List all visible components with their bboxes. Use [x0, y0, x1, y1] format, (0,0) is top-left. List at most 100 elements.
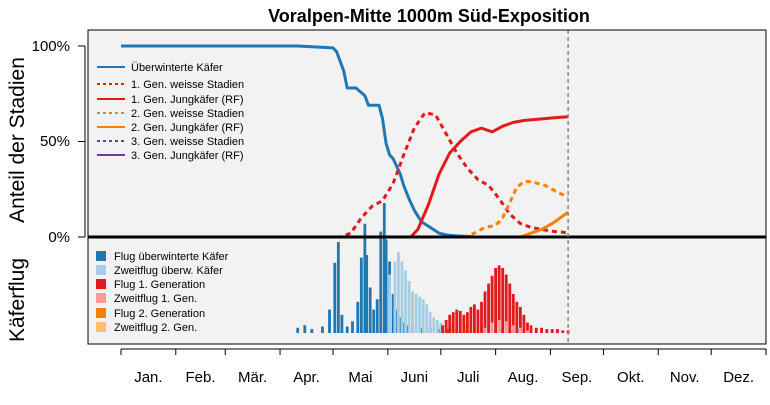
legend-item: Überwinterte Käfer: [97, 62, 223, 74]
flight-bar-0: [375, 299, 379, 333]
flight-bar-1: [517, 329, 521, 333]
flight-bar-1: [418, 296, 422, 333]
x-tick-label: Aug.: [508, 369, 539, 386]
flight-bar-3: [511, 325, 515, 333]
chart-title: Voralpen-Mitte 1000m Süd-Exposition: [268, 6, 590, 26]
flight-bar-0: [382, 203, 386, 333]
flight-bar-0: [402, 322, 406, 333]
flight-bar-1: [464, 326, 468, 333]
y-tick-label: 100%: [32, 38, 70, 55]
flight-bar-0: [379, 231, 383, 333]
flight-bar-0: [296, 327, 300, 333]
x-axis: Jan. Feb. Mär. Apr. Mai Juni Juli Aug. Sep. Okt. N…: [120, 348, 767, 386]
flight-bar-1: [421, 299, 425, 333]
flight-bar-1: [439, 322, 443, 333]
flight-bar-1: [397, 252, 400, 333]
x-tick-label: Sep.: [561, 369, 592, 386]
flight-bar-0: [333, 262, 337, 333]
flight-bar-1: [435, 320, 439, 333]
legend-item: 1. Gen. weisse Stadien: [97, 79, 244, 91]
flight-bar-3: [518, 327, 522, 333]
flight-bar-0: [363, 223, 367, 333]
x-tick-label: Nov.: [670, 369, 700, 386]
legend-item: Flug überwinterte Käfer: [96, 251, 229, 263]
flight-bar-2: [444, 320, 448, 333]
flight-bar-2: [490, 275, 494, 333]
legend-item: Zweitflug überw. Käfer: [96, 265, 223, 277]
flight-bar-2: [545, 329, 549, 333]
flight-bar-0: [368, 287, 372, 333]
legend-item: 1. Gen. Jungkäfer (RF): [97, 94, 244, 106]
y-tick-label: 50%: [40, 133, 70, 150]
flight-bar-2: [494, 268, 498, 333]
y-tick-label: 0%: [48, 229, 70, 246]
flight-bar-2: [458, 310, 462, 333]
flight-bar-2: [462, 314, 466, 333]
x-tick-label: Mär.: [238, 369, 267, 386]
legend-item: 2. Gen. Jungkäfer (RF): [97, 122, 244, 134]
plot-panel: [88, 30, 766, 344]
flight-bar-2: [469, 307, 473, 333]
legend-item: Zweitflug 1. Gen.: [96, 293, 197, 305]
flight-bar-0: [446, 329, 450, 333]
legend-item: Flug 2. Generation: [96, 308, 205, 320]
flight-bar-0: [372, 309, 376, 333]
flight-bar-0: [340, 314, 344, 333]
legend-item: Flug 1. Generation: [96, 279, 205, 291]
flight-bar-2: [501, 268, 505, 333]
flight-bars: [296, 203, 570, 333]
flight-bar-1: [411, 291, 414, 333]
flight-bar-2: [561, 330, 565, 333]
flight-bar-2: [540, 327, 543, 333]
legend-item: 3. Gen. Jungkäfer (RF): [97, 150, 244, 162]
flight-bar-2: [526, 322, 529, 333]
x-tick-label: Mai: [348, 369, 372, 386]
flight-bar-1: [499, 327, 503, 333]
legend-flight: Flug überwinterte Käfer Zweitflug überw.…: [96, 251, 229, 334]
flight-bar-0: [345, 326, 349, 333]
flight-bar-0: [384, 239, 388, 333]
flight-bar-0: [310, 329, 314, 333]
flight-bar-0: [395, 309, 399, 333]
flight-bar-2: [529, 325, 533, 333]
flight-bar-1: [393, 261, 397, 333]
flight-bar-0: [437, 329, 441, 333]
flight-bar-2: [487, 283, 490, 333]
flight-bar-1: [428, 312, 432, 333]
flight-bar-2: [476, 309, 480, 333]
legend-label: Zweitflug 1. Gen.: [114, 293, 197, 305]
legend-label: 2. Gen. Jungkäfer (RF): [131, 122, 244, 134]
flight-bar-1: [404, 270, 407, 333]
flight-bar-2: [465, 312, 469, 333]
flight-bar-2: [534, 327, 538, 333]
flight-bar-2: [451, 312, 455, 333]
flight-bar-0: [351, 321, 354, 333]
x-tick-label: Apr.: [293, 369, 320, 386]
legend-label: 3. Gen. Jungkäfer (RF): [131, 150, 244, 162]
flight-bar-0: [303, 325, 307, 333]
plot-frame: [87, 29, 767, 345]
legend-item: 3. Gen. weisse Stadien: [97, 136, 244, 148]
flight-bar-3: [497, 320, 501, 333]
y-axis-top: 100% 50% 0%: [32, 38, 86, 246]
x-tick-label: Juni: [401, 369, 429, 386]
flight-bar-0: [365, 255, 369, 333]
flight-bar-2: [504, 274, 508, 333]
legend-label: Flug 1. Generation: [114, 279, 205, 291]
flight-bar-2: [497, 265, 501, 333]
flight-bar-1: [388, 274, 392, 333]
flight-bar-2: [511, 294, 515, 333]
x-tick-label: Dez.: [723, 369, 754, 386]
x-tick-label: Jan.: [134, 369, 162, 386]
legend-label: Zweitflug überw. Käfer: [114, 265, 223, 277]
flight-bar-3: [504, 321, 508, 333]
legend-item: 2. Gen. weisse Stadien: [97, 108, 244, 120]
flight-bar-3: [483, 327, 487, 333]
flight-bar-1: [400, 261, 404, 333]
flight-bar-2: [483, 291, 487, 333]
flight-bar-2: [508, 283, 512, 333]
flight-bar-2: [480, 301, 483, 333]
flight-bar-0: [356, 301, 360, 333]
x-tick-label: Feb.: [186, 369, 216, 386]
